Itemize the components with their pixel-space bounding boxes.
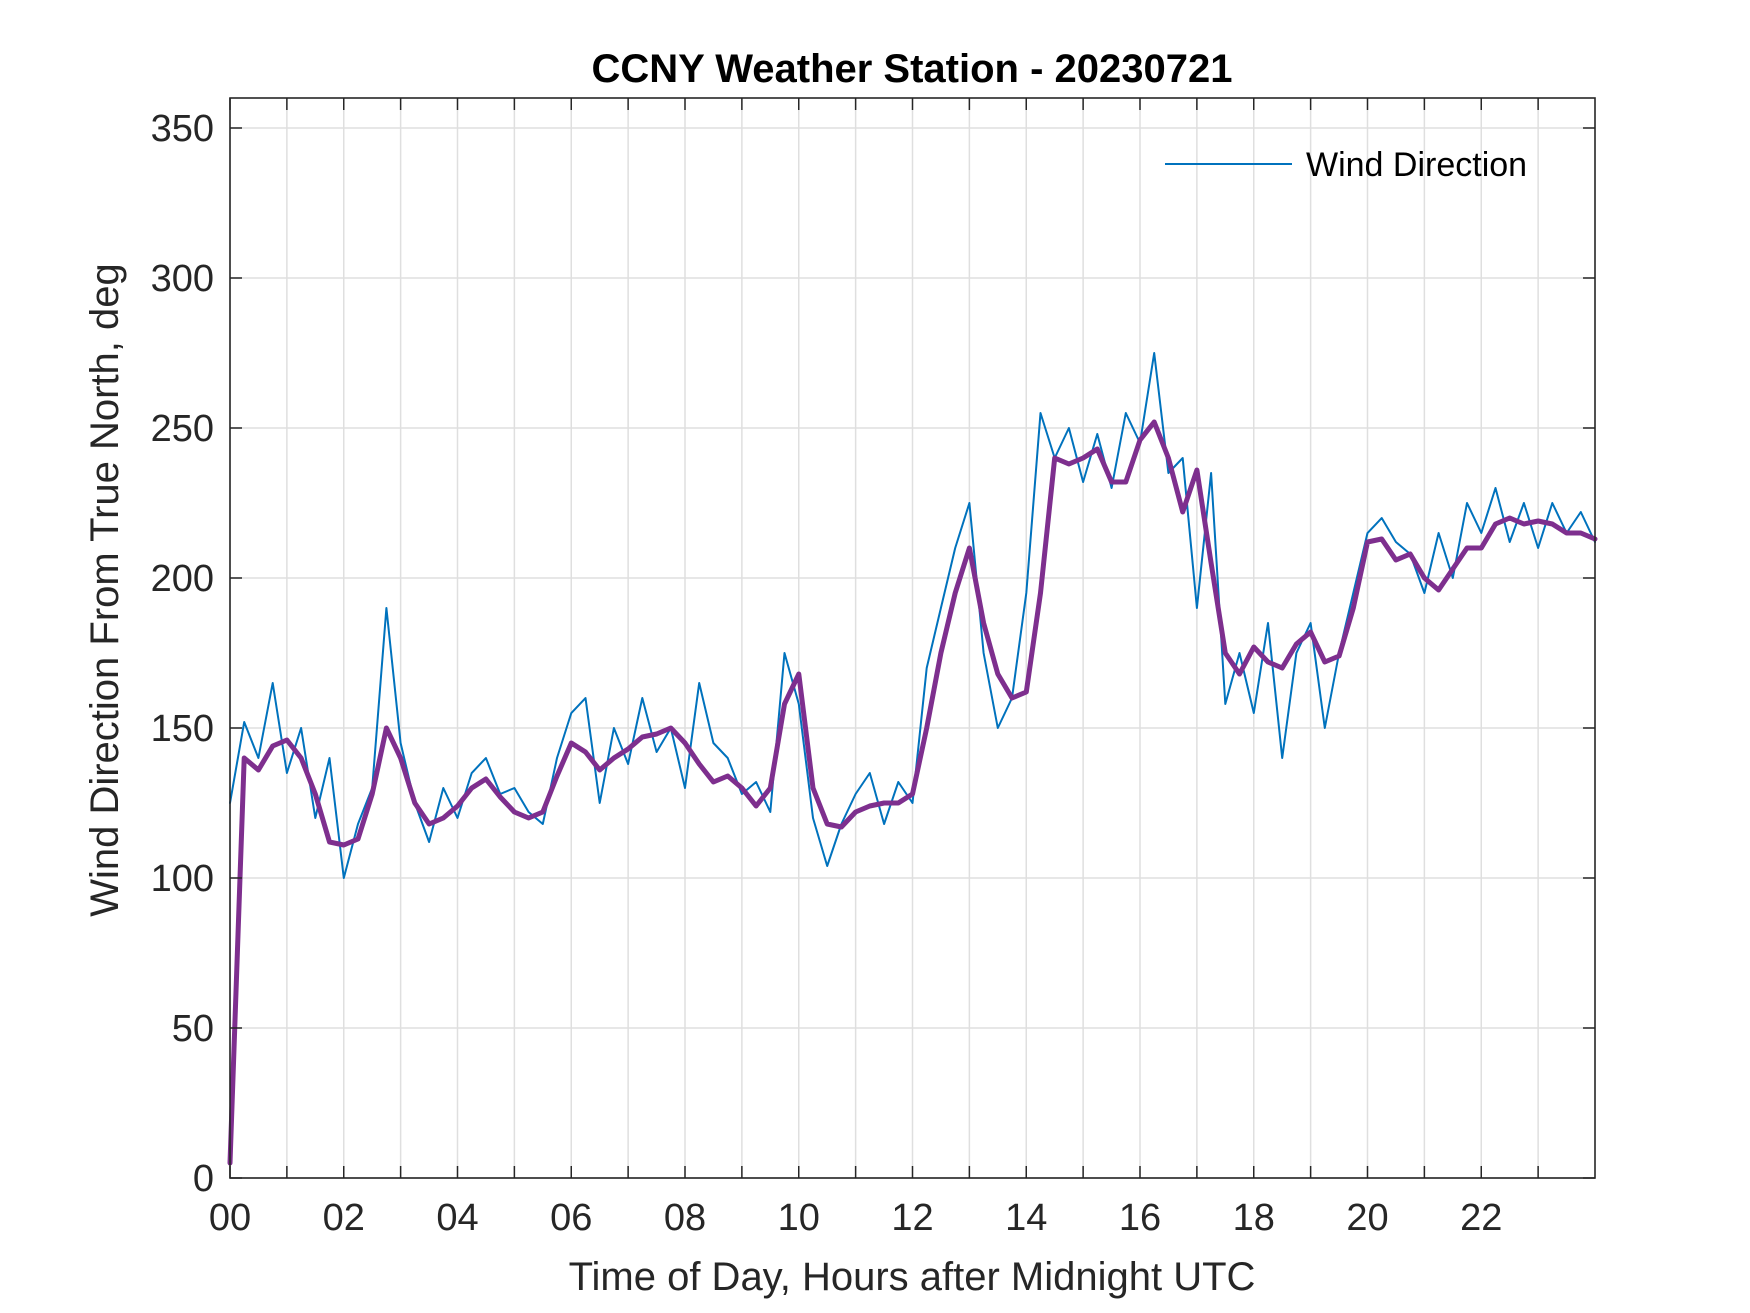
series-layer — [227, 352, 1598, 1166]
x-tick-label: 08 — [664, 1197, 706, 1239]
tick-labels: 00 02 04 06 08 10 12 14 16 18 20 22 0 50 100 150 200 250 3… — [151, 108, 1503, 1239]
y-tick-label: 200 — [151, 558, 214, 600]
x-tick-label: 18 — [1233, 1197, 1275, 1239]
x-tick-label: 04 — [436, 1197, 478, 1239]
y-tick-label: 250 — [151, 408, 214, 450]
y-tick-label: 100 — [151, 858, 214, 900]
x-tick-label: 16 — [1119, 1197, 1161, 1239]
legend-label-wind-direction: Wind Direction — [1306, 146, 1527, 184]
x-tick-label: 00 — [209, 1197, 251, 1239]
wind-direction-series-line — [229, 352, 1596, 879]
x-tick-label: 10 — [778, 1197, 820, 1239]
smoothed-series-line — [227, 419, 1598, 1166]
y-tick-label: 50 — [172, 1008, 214, 1050]
x-tick-label: 06 — [550, 1197, 592, 1239]
x-tick-label: 02 — [323, 1197, 365, 1239]
y-tick-label: 150 — [151, 708, 214, 750]
x-tick-label: 14 — [1005, 1197, 1047, 1239]
x-tick-label: 20 — [1346, 1197, 1388, 1239]
y-axis-label: Wind Direction From True North, deg — [83, 263, 127, 917]
chart-title: CCNY Weather Station - 20230721 — [592, 47, 1233, 91]
x-tick-label: 22 — [1460, 1197, 1502, 1239]
y-tick-label: 300 — [151, 258, 214, 300]
ticks — [229, 98, 1595, 1179]
y-tick-label: 0 — [193, 1158, 214, 1200]
y-tick-label: 350 — [151, 108, 214, 150]
x-tick-label: 12 — [891, 1197, 933, 1239]
legend: Wind Direction — [1165, 146, 1527, 184]
x-axis-label: Time of Day, Hours after Midnight UTC — [569, 1255, 1256, 1299]
